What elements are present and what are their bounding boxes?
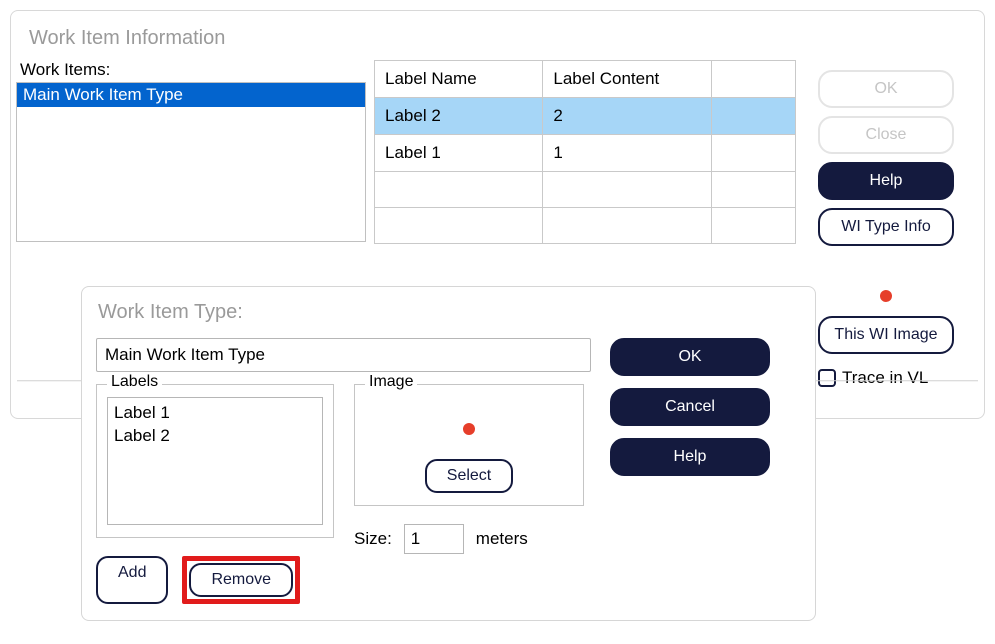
labels-fieldset: Labels Label 1Label 2 (96, 384, 334, 538)
size-row: Size: meters (354, 524, 584, 554)
labels-listbox[interactable]: Label 1Label 2 (107, 397, 323, 525)
select-image-button[interactable]: Select (425, 459, 513, 493)
table-cell[interactable]: Label 2 (375, 98, 543, 135)
col-spacer (711, 61, 795, 98)
table-cell[interactable]: Label 1 (375, 135, 543, 172)
size-input[interactable] (404, 524, 464, 554)
dialog-row: Labels Label 1Label 2 Add Remove Imag (96, 372, 596, 604)
labels-buttons: Add Remove (96, 556, 334, 604)
size-unit: meters (476, 529, 528, 549)
work-items-label: Work Items: (16, 60, 366, 82)
image-legend: Image (365, 373, 417, 391)
table-cell[interactable] (375, 172, 543, 208)
table-cell[interactable] (711, 172, 795, 208)
work-item-type-input[interactable] (96, 338, 591, 372)
list-item[interactable]: Label 1 (114, 402, 316, 425)
add-button[interactable]: Add (96, 556, 168, 604)
list-item[interactable]: Label 2 (114, 425, 316, 448)
table-cell[interactable]: 2 (543, 98, 711, 135)
table-cell[interactable] (543, 208, 711, 244)
help-button[interactable]: Help (818, 162, 954, 200)
table-row[interactable] (375, 208, 796, 244)
dialog-cancel-button[interactable]: Cancel (610, 388, 770, 426)
remove-highlight: Remove (182, 556, 300, 604)
this-wi-image-button[interactable]: This WI Image (818, 316, 954, 354)
remove-button[interactable]: Remove (189, 563, 293, 597)
dialog-body: Labels Label 1Label 2 Add Remove Imag (82, 332, 815, 604)
dialog-right-buttons: OK Cancel Help (610, 338, 770, 604)
trace-in-vl-row[interactable]: Trace in VL (818, 368, 954, 388)
labels-section: Labels Label 1Label 2 Add Remove (96, 372, 334, 604)
table-cell[interactable] (711, 135, 795, 172)
col-label-name: Label Name (375, 61, 543, 98)
dialog-left: Labels Label 1Label 2 Add Remove Imag (96, 338, 596, 604)
work-item-info-panel: Work Item Information Work Items: Main W… (10, 10, 985, 419)
table-cell[interactable] (543, 172, 711, 208)
ok-button: OK (818, 70, 954, 108)
wi-image-icon (880, 290, 892, 302)
size-label: Size: (354, 529, 392, 549)
work-items-list[interactable]: Main Work Item Type (16, 82, 366, 242)
image-dot-icon (463, 423, 475, 435)
work-item-type-dialog: Work Item Type: Labels Label 1Label 2 Ad… (81, 286, 816, 621)
image-section: Image Select Size: meters (354, 372, 584, 604)
table-row[interactable]: Label 22 (375, 98, 796, 135)
image-fieldset: Image Select (354, 384, 584, 506)
table-row[interactable]: Label 11 (375, 135, 796, 172)
trace-label: Trace in VL (842, 368, 928, 388)
table-row[interactable] (375, 172, 796, 208)
labels-legend: Labels (107, 373, 162, 391)
trace-checkbox[interactable] (818, 369, 836, 387)
table-cell[interactable] (375, 208, 543, 244)
panel-title: Work Item Information (11, 11, 984, 60)
col-label-content: Label Content (543, 61, 711, 98)
table-cell[interactable]: 1 (543, 135, 711, 172)
side-buttons-column: OK Close Help WI Type Info This WI Image… (796, 60, 966, 388)
work-item[interactable]: Main Work Item Type (17, 83, 365, 107)
wi-type-info-button[interactable]: WI Type Info (818, 208, 954, 246)
table-header-row: Label Name Label Content (375, 61, 796, 98)
close-button: Close (818, 116, 954, 154)
labels-table: Label Name Label Content Label 22Label 1… (374, 60, 796, 244)
dialog-ok-button[interactable]: OK (610, 338, 770, 376)
dialog-help-button[interactable]: Help (610, 438, 770, 476)
table-cell[interactable] (711, 208, 795, 244)
dialog-title: Work Item Type: (82, 287, 815, 332)
table-cell[interactable] (711, 98, 795, 135)
